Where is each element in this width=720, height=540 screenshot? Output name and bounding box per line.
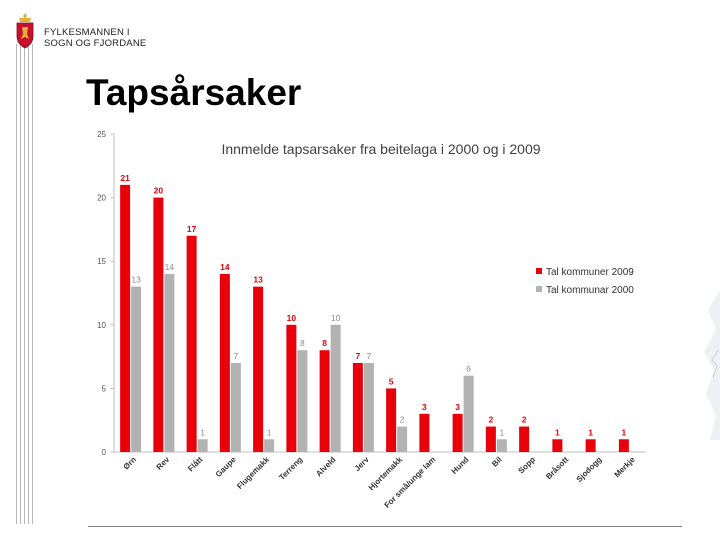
data-label-2000: 7	[367, 351, 372, 361]
legend-swatch-2000	[536, 286, 542, 292]
x-category-label: Gaupe	[214, 455, 238, 479]
slide-title: Tapsårsaker	[86, 72, 302, 113]
data-label-2009: 2	[522, 415, 527, 425]
data-label-2000: 6	[466, 364, 471, 374]
bar-2009	[352, 362, 363, 452]
data-label-2009: 14	[220, 262, 230, 272]
bar-2000	[397, 426, 408, 452]
y-tick-label: 25	[97, 130, 106, 139]
organization-line-2: SOGN OG FJORDANE	[44, 38, 147, 49]
data-label-2000: 1	[267, 427, 272, 437]
legend-label-2009: Tal kommuner 2009	[546, 267, 634, 278]
bar-2000	[463, 375, 474, 452]
data-label-2009: 10	[287, 313, 297, 323]
x-category-label: Bråsott	[544, 455, 570, 481]
x-category-label: Ørn	[122, 455, 139, 472]
bar-2000	[197, 439, 208, 452]
bar-2000	[164, 273, 175, 452]
data-label-2009: 7	[356, 351, 361, 361]
bar-2000	[496, 439, 507, 452]
y-tick-label: 5	[102, 384, 107, 393]
decorative-edge-pattern	[704, 290, 720, 440]
y-tick-label: 0	[102, 448, 107, 457]
bar-2009	[519, 426, 530, 452]
x-category-label: Merkje	[612, 455, 637, 480]
data-label-2009: 1	[622, 427, 627, 437]
bar-chart: Innmelde tapsarsaker fra beitelaga i 200…	[97, 130, 646, 510]
legend-swatch-2009	[536, 268, 542, 274]
x-category-label: Flugemakk	[235, 455, 271, 491]
data-label-2009: 1	[555, 427, 560, 437]
y-tick-label: 10	[97, 321, 106, 330]
data-label-2009: 1	[588, 427, 593, 437]
chart-legend: Tal kommuner 2009 Tal kommunar 2000	[536, 267, 634, 296]
bar-2000	[230, 362, 241, 452]
chart-container: Innmelde tapsarsaker fra beitelaga i 200…	[86, 124, 678, 526]
x-category-label: Flått	[186, 455, 205, 474]
bar-2009	[219, 273, 230, 452]
y-tick-label: 20	[97, 194, 106, 203]
bar-2009	[419, 413, 430, 452]
x-category-label: Bil	[490, 455, 504, 469]
x-category-label: Terreng	[277, 455, 304, 482]
decorative-vertical-lines	[14, 44, 36, 524]
data-label-2009: 21	[120, 173, 130, 183]
data-label-2009: 3	[455, 402, 460, 412]
bar-2009	[452, 413, 463, 452]
data-label-2000: 14	[165, 262, 175, 272]
data-label-2000: 13	[131, 275, 141, 285]
data-label-2000: 10	[331, 313, 341, 323]
bar-2009	[153, 197, 164, 452]
data-label-2000: 8	[300, 338, 305, 348]
bar-2009	[585, 439, 596, 452]
x-category-label: Alveld	[314, 455, 337, 478]
bar-2009	[618, 439, 629, 452]
organization-name: FYLKESMANNEN I SOGN OG FJORDANE	[44, 27, 146, 49]
bar-2009	[120, 184, 131, 452]
bar-2009	[286, 324, 297, 452]
bar-2009	[386, 388, 397, 452]
bar-2009	[253, 286, 264, 452]
x-category-label: Sjodogg	[575, 455, 604, 484]
legend-label-2000: Tal kommunar 2000	[546, 285, 634, 296]
chart-title: Innmelde tapsarsaker fra beitelaga i 200…	[221, 141, 540, 157]
bar-2000	[131, 286, 142, 452]
bar-2009	[485, 426, 496, 452]
x-category-label: Sopp	[517, 455, 538, 476]
data-label-2009: 8	[322, 338, 327, 348]
bar-2000	[264, 439, 275, 452]
coat-of-arms-icon	[16, 13, 34, 49]
bar-2009	[186, 235, 197, 452]
data-label-2009: 5	[389, 376, 394, 386]
x-category-label: Rev	[155, 455, 172, 472]
bar-2000	[363, 362, 374, 452]
x-category-label: Hund	[450, 455, 471, 476]
bar-2000	[297, 350, 308, 452]
data-label-2009: 20	[154, 186, 164, 196]
data-label-2009: 17	[187, 224, 197, 234]
bar-2009	[319, 350, 330, 452]
data-label-2000: 7	[234, 351, 239, 361]
bottom-divider	[88, 526, 682, 527]
data-label-2000: 1	[200, 427, 205, 437]
x-category-label: Jerv	[353, 455, 371, 473]
data-label-2009: 3	[422, 402, 427, 412]
bar-2009	[552, 439, 563, 452]
data-label-2009: 13	[253, 275, 263, 285]
data-label-2000: 1	[500, 427, 505, 437]
bar-2000	[330, 324, 341, 452]
data-label-2009: 2	[489, 415, 494, 425]
organization-line-1: FYLKESMANNEN I	[44, 27, 130, 38]
data-label-2000: 2	[400, 415, 405, 425]
y-tick-label: 15	[97, 257, 106, 266]
